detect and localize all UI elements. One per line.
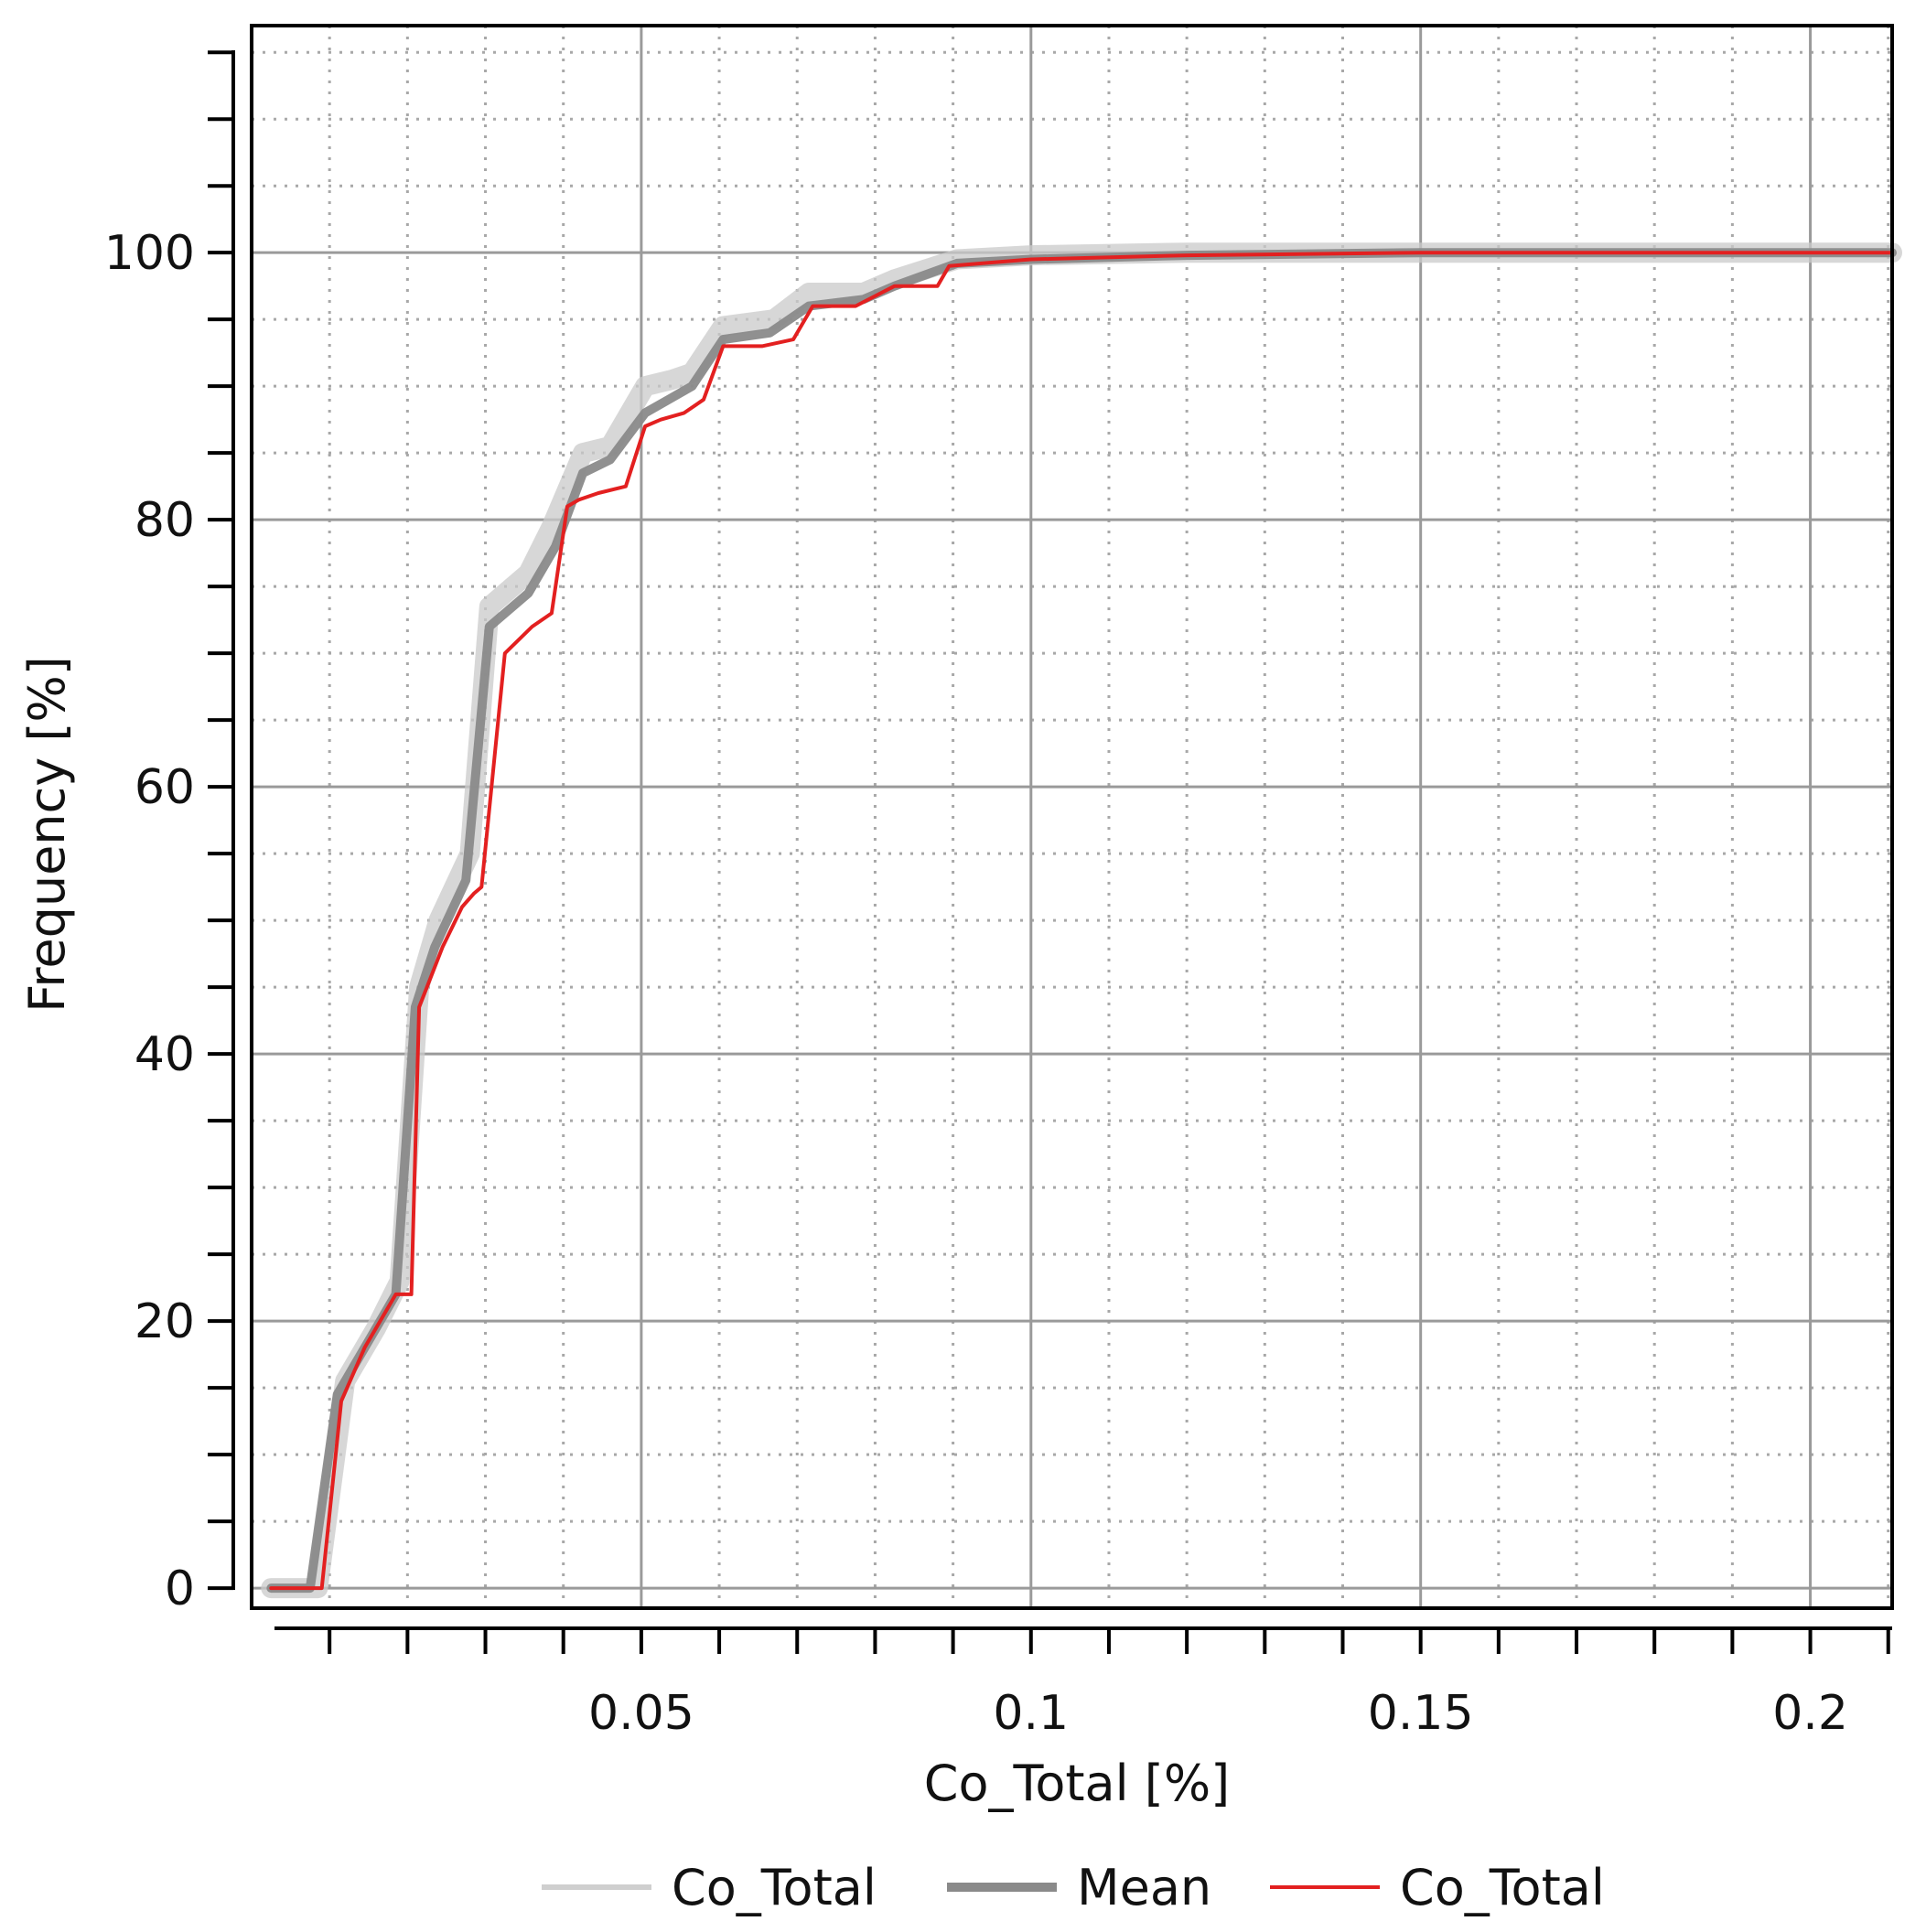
series-line-simulations <box>261 242 1902 1599</box>
y-tick-label: 0 <box>165 1562 195 1616</box>
legend-swatch-observed <box>1270 1885 1380 1889</box>
legend: Co_Total Mean Co_Total <box>0 1855 1926 1919</box>
y-axis-title: Frequency [%] <box>18 656 76 1013</box>
legend-item-mean: Mean <box>947 1855 1211 1919</box>
y-tick-label: 40 <box>134 1027 195 1082</box>
y-tick-label: 80 <box>134 493 195 548</box>
plot-frame <box>250 24 1894 1610</box>
x-axis-title: Co_Total [%] <box>924 1755 1230 1812</box>
x-tick-label: 0.1 <box>993 1686 1069 1741</box>
series-line-observed <box>269 251 1894 1591</box>
y-tick-label: 60 <box>134 760 195 815</box>
legend-swatch-mean <box>947 1883 1057 1892</box>
legend-swatch-simulations <box>542 1884 651 1890</box>
legend-label-observed: Co_Total <box>1400 1858 1605 1916</box>
y-axis: 0 20 40 60 80 100 <box>104 50 235 1616</box>
x-tick-label: 0.05 <box>588 1686 694 1741</box>
series-line-mean <box>266 248 1897 1594</box>
series-layer <box>261 242 1902 1599</box>
legend-label-simulations: Co_Total <box>672 1858 877 1916</box>
y-tick-label: 20 <box>134 1294 195 1349</box>
y-tick-label: 100 <box>104 226 195 281</box>
x-axis: 0.05 0.1 0.15 0.2 <box>274 1626 1892 1741</box>
x-tick-label: 0.15 <box>1368 1686 1474 1741</box>
legend-item-simulations: Co_Total <box>542 1855 877 1919</box>
x-tick-label: 0.2 <box>1772 1686 1848 1741</box>
legend-item-observed: Co_Total <box>1270 1855 1605 1919</box>
legend-label-mean: Mean <box>1077 1858 1212 1916</box>
